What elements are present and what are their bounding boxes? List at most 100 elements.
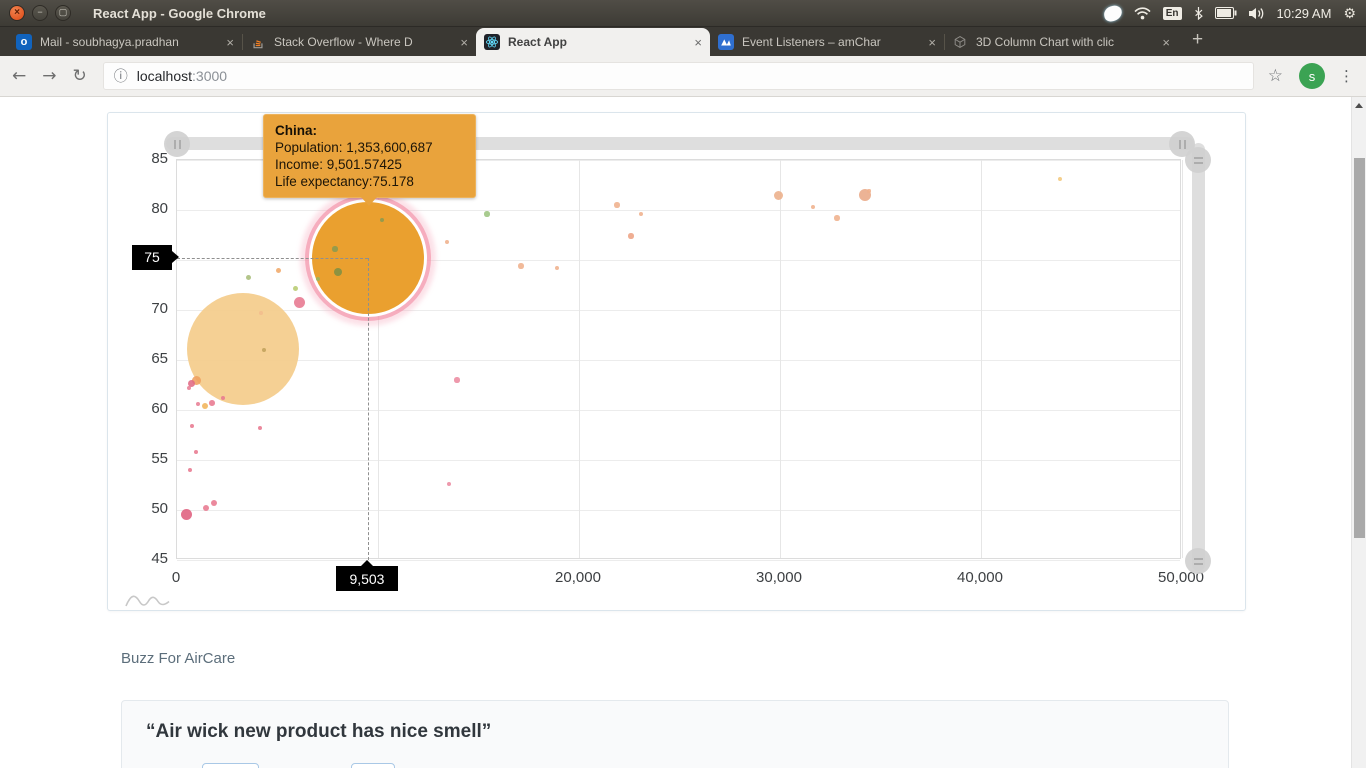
session-gear-icon[interactable]: ⚙	[1343, 4, 1356, 21]
tab-close-icon[interactable]: ×	[226, 34, 234, 50]
url-host: localhost	[136, 68, 193, 84]
tab-3d-column-chart[interactable]: 3D Column Chart with clic ×	[944, 28, 1178, 56]
data-point[interactable]	[454, 377, 460, 383]
scrollbar-up-icon[interactable]	[1355, 103, 1363, 108]
y-axis-tick-label: 55	[151, 450, 168, 467]
y-axis-tick-label: 60	[151, 400, 168, 417]
window-minimize-button[interactable]: −	[32, 5, 48, 21]
bubble-chart-plot[interactable]	[176, 159, 1183, 561]
browser-scrollbar[interactable]	[1351, 97, 1366, 768]
tab-stackoverflow[interactable]: Stack Overflow - Where D ×	[242, 28, 477, 56]
data-point[interactable]	[201, 402, 209, 410]
data-point[interactable]	[639, 212, 643, 216]
amcharts-logo[interactable]	[124, 589, 182, 609]
chart-vscrollbar-track[interactable]	[1192, 143, 1205, 571]
tab-react-app[interactable]: React App ×	[476, 28, 710, 56]
cursor-line-vertical	[367, 258, 369, 560]
x-axis-tick-label: 30,000	[756, 569, 802, 586]
tab-amcharts[interactable]: Event Listeners – amChar ×	[710, 28, 945, 56]
new-tab-button[interactable]: +	[1192, 29, 1204, 50]
tab-close-icon[interactable]: ×	[694, 34, 702, 50]
data-point[interactable]	[332, 246, 338, 252]
data-point[interactable]	[186, 385, 192, 391]
chat-icon[interactable]	[1102, 3, 1124, 23]
vscrollbar-bottom-grip[interactable]	[1185, 548, 1211, 574]
data-point[interactable]	[192, 375, 202, 385]
data-point[interactable]	[275, 267, 281, 273]
data-point[interactable]	[246, 274, 252, 280]
data-point[interactable]	[1057, 177, 1062, 181]
y-axis-tick-label: 50	[151, 500, 168, 517]
clock[interactable]: 10:29 AM	[1276, 5, 1332, 21]
wifi-icon[interactable]	[1134, 6, 1151, 20]
page-content: China: Population: 1,353,600,687 Income:…	[0, 97, 1366, 768]
data-point[interactable]	[293, 296, 305, 308]
avatar[interactable]: s	[1299, 63, 1325, 89]
data-point[interactable]	[867, 189, 871, 193]
data-point[interactable]	[628, 233, 634, 239]
data-point[interactable]	[446, 482, 451, 486]
chart-tooltip: China: Population: 1,353,600,687 Income:…	[263, 114, 476, 206]
vscrollbar-top-grip[interactable]	[1185, 147, 1211, 173]
bubble[interactable]	[187, 293, 299, 405]
data-point[interactable]	[180, 508, 192, 520]
tab-label: Stack Overflow - Where D	[274, 35, 455, 49]
x-axis-tick-label: 50,000	[1158, 569, 1204, 586]
data-point[interactable]	[554, 265, 560, 271]
data-point[interactable]	[257, 425, 263, 431]
data-point[interactable]	[221, 396, 225, 400]
menu-icon[interactable]: ⋮	[1339, 67, 1354, 85]
data-point[interactable]	[261, 347, 267, 353]
data-point[interactable]	[195, 401, 201, 407]
x-axis-tick-label: 40,000	[957, 569, 1003, 586]
data-point[interactable]	[292, 285, 298, 291]
data-point[interactable]	[189, 424, 194, 428]
data-point[interactable]	[445, 240, 449, 244]
data-point[interactable]	[209, 400, 215, 406]
tab-label: React App	[508, 35, 567, 49]
info-icon[interactable]: ⓘ	[113, 69, 128, 85]
data-point[interactable]	[316, 277, 320, 281]
tab-close-icon[interactable]: ×	[928, 34, 936, 50]
data-point[interactable]	[211, 500, 217, 506]
bluetooth-icon[interactable]	[1194, 6, 1203, 20]
data-point[interactable]	[259, 311, 263, 315]
partial-button-2[interactable]	[351, 763, 395, 768]
hscrollbar-left-grip[interactable]	[164, 131, 190, 157]
gridline-h	[177, 260, 1180, 261]
reload-icon[interactable]: ↻	[72, 66, 87, 86]
data-point[interactable]	[333, 267, 343, 277]
data-point[interactable]	[834, 215, 840, 221]
cursor-x-flag: 9,503	[335, 560, 398, 591]
data-point[interactable]	[188, 468, 192, 472]
scrollbar-thumb[interactable]	[1354, 158, 1365, 538]
star-icon[interactable]: ☆	[1267, 66, 1283, 86]
data-point[interactable]	[518, 263, 524, 269]
tooltip-population: Population: 1,353,600,687	[275, 140, 433, 155]
tab-mail[interactable]: o Mail - soubhagya.pradhan ×	[8, 28, 243, 56]
forward-icon[interactable]: →	[42, 66, 57, 86]
address-bar[interactable]: ⓘ localhost :3000	[102, 62, 1254, 90]
keyboard-layout-indicator[interactable]: En	[1162, 6, 1182, 20]
data-point[interactable]	[203, 505, 209, 511]
tab-close-icon[interactable]: ×	[1162, 34, 1170, 50]
gridline-v	[780, 160, 781, 558]
data-point[interactable]	[188, 379, 196, 387]
battery-icon[interactable]	[1214, 7, 1237, 19]
back-icon[interactable]: ←	[12, 66, 27, 86]
volume-icon[interactable]	[1248, 7, 1265, 20]
data-point[interactable]	[614, 202, 620, 208]
gridline-h	[177, 460, 1180, 461]
gridline-h	[177, 160, 1180, 161]
window-maximize-button[interactable]: ▢	[55, 5, 71, 21]
data-point[interactable]	[811, 205, 815, 209]
data-point[interactable]	[774, 190, 784, 200]
data-point[interactable]	[193, 449, 199, 455]
data-point[interactable]	[379, 218, 384, 222]
data-point[interactable]	[484, 211, 490, 217]
gridline-h	[177, 210, 1180, 211]
tooltip-pointer	[361, 197, 377, 206]
partial-button-1[interactable]	[202, 763, 259, 768]
tab-close-icon[interactable]: ×	[460, 34, 468, 50]
window-close-button[interactable]: ×	[9, 5, 25, 21]
